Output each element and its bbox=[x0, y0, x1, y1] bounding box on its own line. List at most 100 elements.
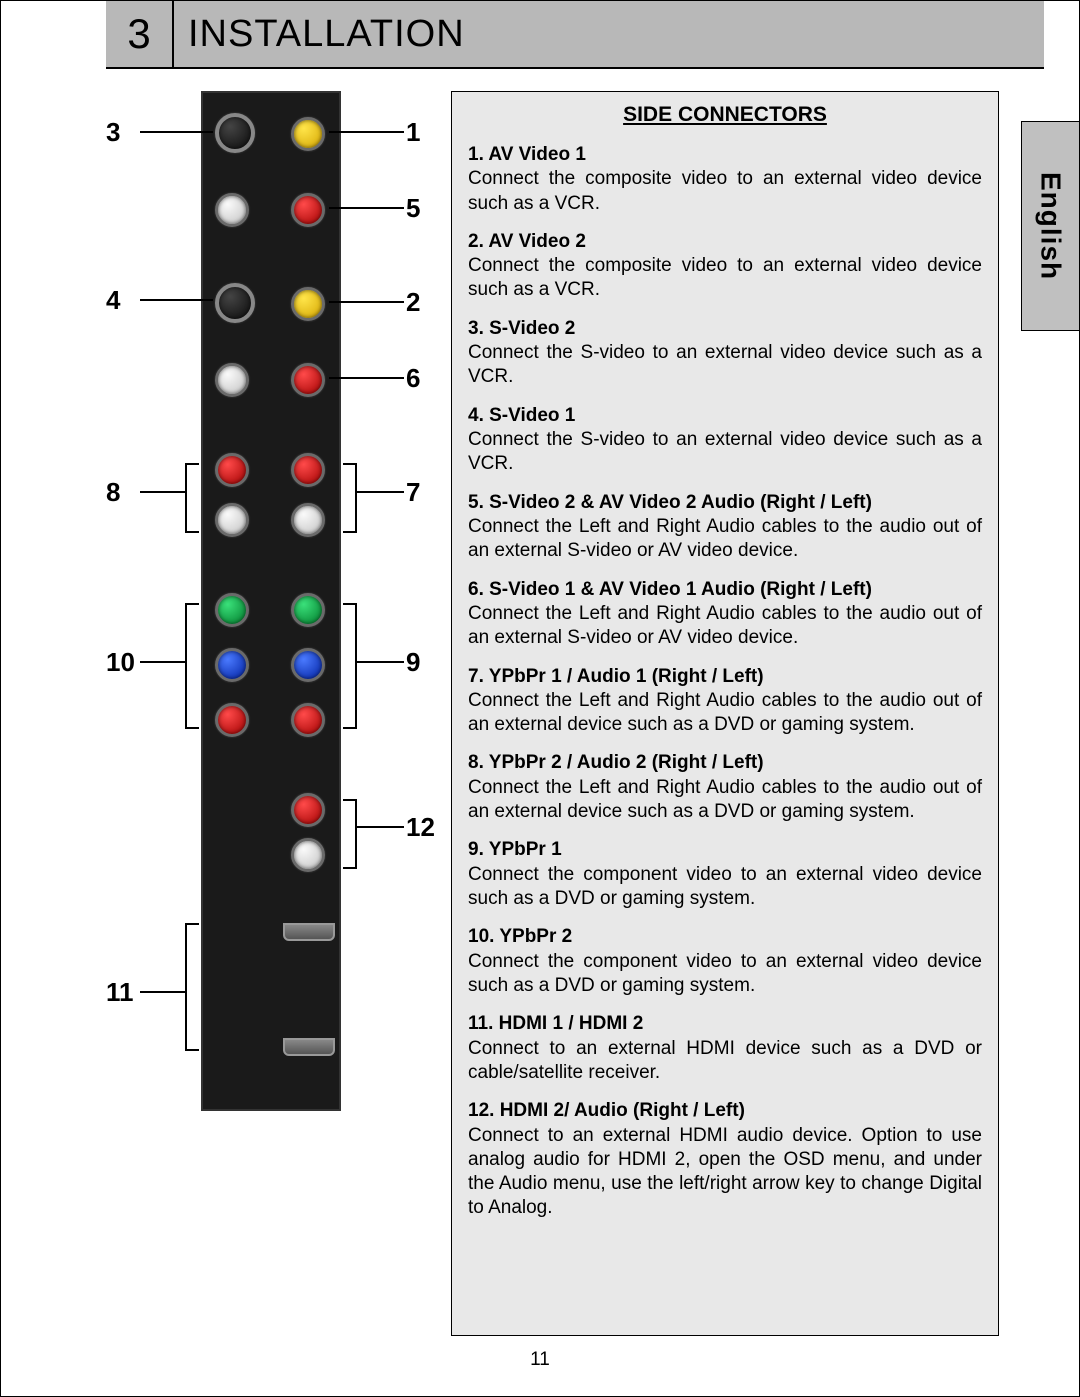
connector-item-body: Connect the S-video to an external video… bbox=[468, 342, 982, 387]
rca-r-connector-icon bbox=[215, 453, 249, 487]
connector-item-heading: 9. YPbPr 1 bbox=[468, 839, 562, 860]
callout-line bbox=[140, 661, 185, 663]
connector-item: 11. HDMI 1 / HDMI 2 Connect to an externa… bbox=[468, 1012, 982, 1085]
rca-w-connector-icon bbox=[215, 363, 249, 397]
hdmi-port-icon bbox=[283, 923, 335, 941]
connector-panel bbox=[201, 91, 341, 1111]
callout-number: 5 bbox=[406, 193, 420, 224]
section-title: SIDE CONNECTORS bbox=[468, 102, 982, 129]
connector-item: 8. YPbPr 2 / Audio 2 (Right / Left) Conne… bbox=[468, 751, 982, 824]
svideo-connector-icon bbox=[215, 283, 255, 323]
rca-r-connector-icon bbox=[291, 703, 325, 737]
connector-item-body: Connect the component video to an extern… bbox=[468, 864, 982, 909]
rca-y-connector-icon bbox=[291, 117, 325, 151]
rca-r-connector-icon bbox=[291, 193, 325, 227]
connector-item: 2. AV Video 2 Connect the composite video… bbox=[468, 230, 982, 303]
connector-item-heading: 6. S-Video 1 & AV Video 1 Audio (Right /… bbox=[468, 579, 872, 600]
callout-number: 4 bbox=[106, 285, 120, 316]
connector-item-body: Connect the composite video to an extern… bbox=[468, 168, 982, 213]
connector-item: 3. S-Video 2 Connect the S-video to an ex… bbox=[468, 317, 982, 390]
connector-item-heading: 11. HDMI 1 / HDMI 2 bbox=[468, 1013, 643, 1034]
callout-bracket bbox=[185, 923, 199, 1051]
callout-bracket bbox=[185, 603, 199, 729]
chapter-title: INSTALLATION bbox=[174, 1, 1044, 67]
callout-bracket bbox=[343, 799, 357, 869]
connector-item-heading: 7. YPbPr 1 / Audio 1 (Right / Left) bbox=[468, 666, 764, 687]
callout-number: 11 bbox=[106, 977, 134, 1008]
callout-line bbox=[357, 491, 404, 493]
rca-y-connector-icon bbox=[291, 287, 325, 321]
rca-g-connector-icon bbox=[291, 593, 325, 627]
connector-item: 12. HDMI 2/ Audio (Right / Left) Connect … bbox=[468, 1099, 982, 1221]
connector-item-heading: 1. AV Video 1 bbox=[468, 144, 586, 165]
page-content: 123456789101112 SIDE CONNECTORS 1. AV Vi… bbox=[106, 91, 999, 1336]
connector-item-body: Connect the S-video to an external video… bbox=[468, 429, 982, 474]
rca-r-connector-icon bbox=[291, 793, 325, 827]
callout-line bbox=[329, 131, 404, 133]
connector-item-body: Connect the Left and Right Audio cables … bbox=[468, 690, 982, 735]
callout-line bbox=[140, 299, 213, 301]
page-number: 11 bbox=[1, 1349, 1079, 1371]
connector-item: 10. YPbPr 2 Connect the component video t… bbox=[468, 925, 982, 998]
callout-line bbox=[140, 991, 185, 993]
rca-w-connector-icon bbox=[291, 503, 325, 537]
rca-r-connector-icon bbox=[215, 703, 249, 737]
callout-number: 1 bbox=[406, 117, 420, 148]
rca-r-connector-icon bbox=[291, 363, 325, 397]
callout-number: 7 bbox=[406, 477, 420, 508]
callout-number: 12 bbox=[406, 812, 435, 843]
connector-item: 4. S-Video 1 Connect the S-video to an ex… bbox=[468, 404, 982, 477]
connector-item-heading: 12. HDMI 2/ Audio (Right / Left) bbox=[468, 1100, 745, 1121]
callout-number: 6 bbox=[406, 363, 420, 394]
callout-line bbox=[357, 661, 404, 663]
connector-item-body: Connect the Left and Right Audio cables … bbox=[468, 777, 982, 822]
callout-line bbox=[329, 207, 404, 209]
connector-item-heading: 5. S-Video 2 & AV Video 2 Audio (Right /… bbox=[468, 492, 872, 513]
rca-w-connector-icon bbox=[291, 838, 325, 872]
rca-b-connector-icon bbox=[291, 648, 325, 682]
callout-line bbox=[329, 301, 404, 303]
callout-number: 8 bbox=[106, 477, 120, 508]
rca-g-connector-icon bbox=[215, 593, 249, 627]
connector-item-body: Connect the Left and Right Audio cables … bbox=[468, 603, 982, 648]
connector-item-body: Connect to an external HDMI device such … bbox=[468, 1038, 982, 1083]
connector-item-heading: 4. S-Video 1 bbox=[468, 405, 575, 426]
connector-item: 1. AV Video 1 Connect the composite video… bbox=[468, 143, 982, 216]
callout-number: 3 bbox=[106, 117, 120, 148]
hdmi-port-icon bbox=[283, 1038, 335, 1056]
connector-item: 5. S-Video 2 & AV Video 2 Audio (Right /… bbox=[468, 491, 982, 564]
callout-line bbox=[329, 377, 404, 379]
callout-line bbox=[140, 491, 185, 493]
svideo-connector-icon bbox=[215, 113, 255, 153]
rca-r-connector-icon bbox=[291, 453, 325, 487]
chapter-number: 3 bbox=[106, 1, 174, 67]
connector-item-heading: 8. YPbPr 2 / Audio 2 (Right / Left) bbox=[468, 752, 764, 773]
chapter-header: 3 INSTALLATION bbox=[106, 1, 1044, 69]
callout-line bbox=[140, 131, 213, 133]
connector-item: 9. YPbPr 1 Connect the component video to… bbox=[468, 838, 982, 911]
rca-b-connector-icon bbox=[215, 648, 249, 682]
connector-item: 7. YPbPr 1 / Audio 1 (Right / Left) Conne… bbox=[468, 665, 982, 738]
connector-item-body: Connect the Left and Right Audio cables … bbox=[468, 516, 982, 561]
callout-number: 10 bbox=[106, 647, 135, 678]
language-label: English bbox=[1035, 172, 1067, 280]
language-tab: English bbox=[1021, 121, 1079, 331]
rca-w-connector-icon bbox=[215, 193, 249, 227]
callout-number: 9 bbox=[406, 647, 420, 678]
connector-item-heading: 10. YPbPr 2 bbox=[468, 926, 572, 947]
connector-item-body: Connect to an external HDMI audio device… bbox=[468, 1125, 982, 1219]
connector-item-body: Connect the component video to an extern… bbox=[468, 951, 982, 996]
connector-item: 6. S-Video 1 & AV Video 1 Audio (Right /… bbox=[468, 578, 982, 651]
side-connectors-text: SIDE CONNECTORS 1. AV Video 1 Connect the… bbox=[451, 91, 999, 1336]
connector-diagram: 123456789101112 bbox=[106, 91, 431, 1336]
connector-item-heading: 2. AV Video 2 bbox=[468, 231, 586, 252]
callout-bracket bbox=[185, 463, 199, 533]
callout-line bbox=[357, 826, 404, 828]
callout-number: 2 bbox=[406, 287, 420, 318]
connector-item-heading: 3. S-Video 2 bbox=[468, 318, 575, 339]
connector-item-body: Connect the composite video to an extern… bbox=[468, 255, 982, 300]
rca-w-connector-icon bbox=[215, 503, 249, 537]
callout-bracket bbox=[343, 463, 357, 533]
callout-bracket bbox=[343, 603, 357, 729]
manual-page: 3 INSTALLATION English 123456789101112 S… bbox=[0, 0, 1080, 1397]
